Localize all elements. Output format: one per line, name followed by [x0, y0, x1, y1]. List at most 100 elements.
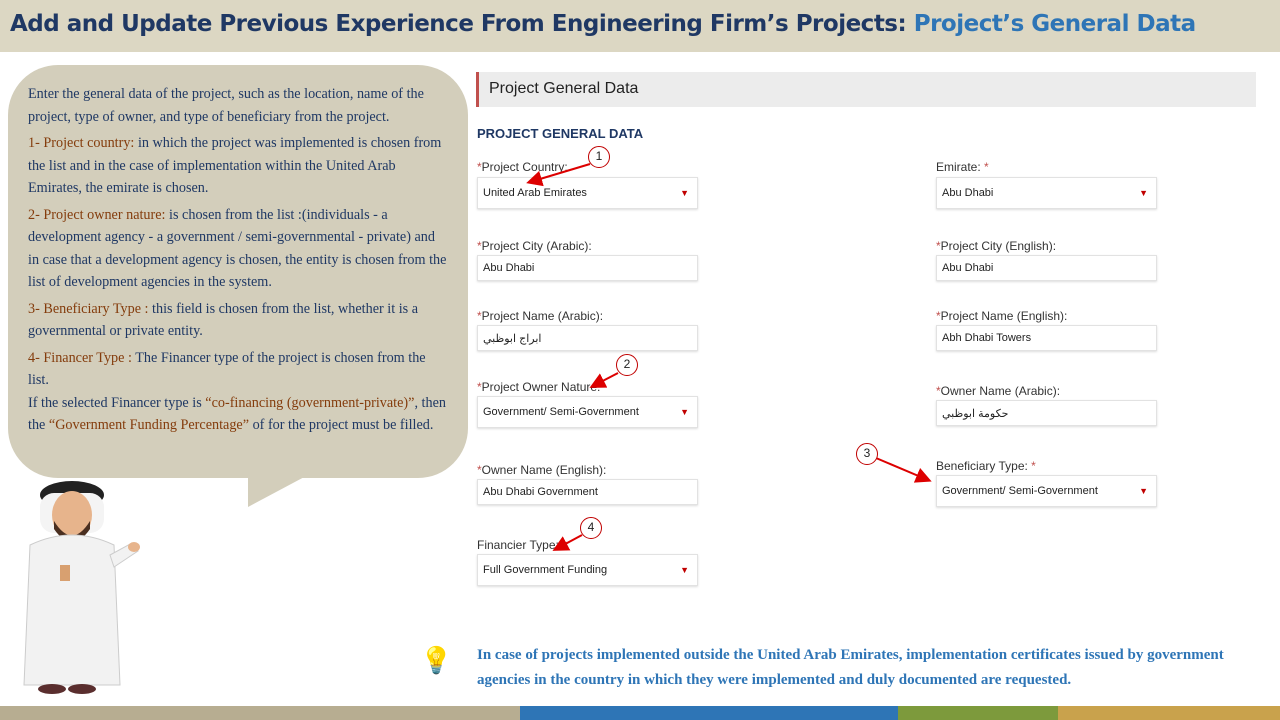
required-mark: * [477, 463, 482, 477]
project-city-english-input[interactable]: Abu Dhabi [936, 255, 1157, 281]
label-text: Project Country: [481, 160, 568, 174]
label-text: Emirate: [936, 160, 981, 174]
required-mark: * [1031, 459, 1036, 473]
required-mark: * [984, 160, 989, 174]
note-quote: “Government Funding Percentage” [48, 417, 250, 433]
character-illustration [23, 481, 140, 694]
arrow-1 [526, 163, 591, 187]
dropdown-caret-icon: ▼ [680, 565, 689, 575]
label-text: Project City (Arabic): [481, 239, 592, 253]
annotation-marker-1: 1 [588, 146, 610, 168]
required-mark: * [477, 380, 482, 394]
footnote: In case of projects implemented outside … [477, 647, 1224, 688]
project-name-english-input[interactable]: Abh Dhabi Towers [936, 325, 1157, 351]
note-text: of for the project must be filled. [249, 417, 434, 433]
input-value: Abu Dhabi [942, 262, 994, 274]
intro-text: Enter the general data of the project, s… [28, 86, 424, 125]
owner-name-english-input[interactable]: Abu Dhabi Government [477, 479, 698, 505]
item-text: The Financer type of the project is chos… [28, 349, 426, 389]
required-mark: * [477, 160, 482, 174]
input-value: Abu Dhabi Government [483, 486, 598, 498]
input-value: حكومة ابوظبي [942, 408, 1009, 420]
required-mark: * [936, 384, 941, 398]
footer-bar-blue [520, 706, 898, 720]
label-text: Project Name (English): [940, 309, 1068, 323]
project-country-select[interactable]: United Arab Emirates ▼ [477, 177, 698, 209]
emirate-select[interactable]: Abu Dhabi ▼ [936, 177, 1157, 209]
annotation-marker-2: 2 [616, 354, 638, 376]
annotation-marker-4: 4 [580, 517, 602, 539]
note-text: If the selected Financer type is [28, 394, 206, 411]
footer-bar-gold [1058, 706, 1280, 720]
financier-type-select[interactable]: Full Government Funding ▼ [477, 554, 698, 586]
bubble-tail [248, 475, 308, 507]
city-en-label: *Project City (English): [936, 239, 1056, 253]
required-mark: * [936, 309, 941, 323]
footer-bar-beige [0, 706, 520, 720]
label-text: Project Name (Arabic): [481, 309, 604, 323]
label-text: Project Owner Nature: [481, 380, 601, 394]
arrow-4 [552, 534, 583, 551]
slide-title: Add and Update Previous Experience From … [0, 0, 1280, 52]
owner-nature-label: *Project Owner Nature: [477, 380, 600, 394]
dropdown-caret-icon: ▼ [1139, 486, 1148, 496]
note-quote: “co-financing (government-private)” [205, 394, 415, 411]
name-ar-label: *Project Name (Arabic): [477, 309, 603, 323]
extra-note: If the selected Financer type is “co-fin… [28, 392, 448, 437]
item-financer: 4- Financer Type : The Financer type of … [28, 347, 448, 392]
select-value: Full Government Funding [483, 564, 608, 576]
note-text: , then the [28, 394, 446, 434]
item-country: 1- Project country: in which the project… [28, 132, 448, 200]
emirate-label: Emirate: * [936, 160, 989, 174]
required-mark: * [477, 239, 482, 253]
footer-bar-green [898, 706, 1058, 720]
item-text: this field is chosen from the list, whet… [28, 300, 418, 340]
owner-en-label: *Owner Name (English): [477, 463, 606, 477]
beneficiary-type-select[interactable]: Government/ Semi-Government ▼ [936, 475, 1157, 507]
section-title: PROJECT GENERAL DATA [477, 126, 644, 141]
city-ar-label: *Project City (Arabic): [477, 239, 592, 253]
select-value: Government/ Semi-Government [942, 485, 1098, 497]
arrow-3 [875, 457, 932, 483]
name-en-label: *Project Name (English): [936, 309, 1067, 323]
owner-name-arabic-input[interactable]: حكومة ابوظبي [936, 400, 1157, 426]
dropdown-caret-icon: ▼ [680, 407, 689, 417]
item-key: 2- Project owner nature: [28, 206, 166, 223]
required-mark: * [936, 239, 941, 253]
select-value: Government/ Semi-Government [483, 406, 639, 418]
arrow-2 [589, 372, 619, 388]
title-text: Add and Update Previous Experience From … [10, 11, 914, 37]
owner-ar-label: *Owner Name (Arabic): [936, 384, 1060, 398]
project-owner-nature-select[interactable]: Government/ Semi-Government ▼ [477, 396, 698, 428]
country-label: *Project Country: [477, 160, 568, 174]
label-text: Project City (English): [940, 239, 1057, 253]
speech-bubble: Enter the general data of the project, s… [8, 65, 468, 478]
input-value: ابراج ابوظبي [483, 333, 542, 345]
label-text: Owner Name (Arabic): [940, 384, 1061, 398]
label-text: Owner Name (English): [481, 463, 607, 477]
dropdown-caret-icon: ▼ [1139, 188, 1148, 198]
input-value: Abh Dhabi Towers [942, 332, 1032, 344]
item-text: in which the project was implemented is … [28, 135, 442, 196]
item-beneficiary: 3- Beneficiary Type : this field is chos… [28, 298, 448, 343]
lightbulb-icon: 💡 [420, 645, 453, 675]
item-owner-nature: 2- Project owner nature: is chosen from … [28, 204, 448, 294]
project-city-arabic-input[interactable]: Abu Dhabi [477, 255, 698, 281]
annotation-marker-3: 3 [856, 443, 878, 465]
label-text: Beneficiary Type: [936, 459, 1028, 473]
item-key: 3- Beneficiary Type : [28, 300, 149, 317]
input-value: Abu Dhabi [483, 262, 535, 274]
item-key: 1- Project country: [28, 135, 135, 151]
select-value: Abu Dhabi [942, 187, 994, 199]
project-name-arabic-input[interactable]: ابراج ابوظبي [477, 325, 698, 351]
item-text: is chosen from the list :(individuals - … [28, 206, 447, 291]
select-value: United Arab Emirates [483, 187, 587, 199]
panel-header: Project General Data [476, 72, 1256, 107]
dropdown-caret-icon: ▼ [680, 188, 689, 198]
beneficiary-label: Beneficiary Type: * [936, 459, 1036, 473]
required-mark: * [477, 309, 482, 323]
item-key: 4- Financer Type : [28, 349, 132, 366]
title-highlight: Project’s General Data [913, 11, 1196, 37]
label-text: Financier Type: [477, 538, 559, 552]
